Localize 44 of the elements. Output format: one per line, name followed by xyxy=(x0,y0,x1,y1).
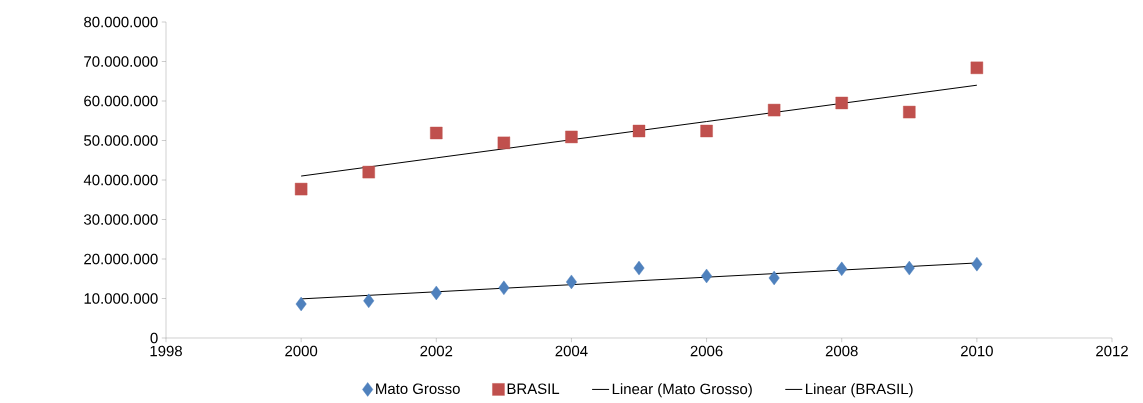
y-tick-label: 10.000.000 xyxy=(84,293,158,304)
x-tick-label: 2006 xyxy=(690,345,723,357)
point xyxy=(701,268,713,284)
point xyxy=(294,182,308,196)
point xyxy=(430,285,442,301)
point xyxy=(430,126,443,140)
point xyxy=(498,280,510,296)
legend-label: Linear (Mato Grosso) xyxy=(612,383,752,398)
y-tick-label: 50.000.000 xyxy=(84,135,158,146)
point xyxy=(768,270,780,286)
point xyxy=(970,61,984,75)
point xyxy=(767,103,781,117)
legend-label: Linear (BRASIL) xyxy=(805,383,913,398)
point xyxy=(363,293,375,309)
point xyxy=(836,261,848,277)
point xyxy=(835,96,848,110)
point xyxy=(565,130,578,144)
y-tick-label: 80.000.000 xyxy=(84,16,158,28)
point xyxy=(497,136,511,150)
x-tick-label: 1998 xyxy=(150,345,182,357)
point xyxy=(565,274,577,290)
x-tick-label: 2012 xyxy=(1096,345,1128,357)
x-tick-label: 2010 xyxy=(960,345,993,357)
point xyxy=(971,256,983,272)
point xyxy=(632,124,646,138)
x-tick-label: 2004 xyxy=(555,345,588,357)
y-tick-label: 70.000.000 xyxy=(84,56,158,67)
point xyxy=(903,260,915,276)
x-tick-label: 2008 xyxy=(825,345,858,357)
legend-label: Mato Grosso xyxy=(376,383,460,395)
y-tick-label: 20.000.000 xyxy=(84,253,158,265)
legend-label: BRASIL xyxy=(507,383,560,395)
y-tick-label: 0 xyxy=(150,332,158,344)
x-tick-label: 2000 xyxy=(285,345,318,357)
point xyxy=(633,260,645,276)
y-tick-label: 30.000.000 xyxy=(84,214,158,225)
point xyxy=(903,105,916,119)
point xyxy=(700,124,713,138)
x-tick-label: 2002 xyxy=(420,345,453,357)
point xyxy=(295,296,307,312)
y-tick-label: 40.000.000 xyxy=(83,174,158,186)
point xyxy=(362,165,375,179)
line-series xyxy=(300,84,978,177)
y-tick-label: 60.000.000 xyxy=(84,95,158,107)
